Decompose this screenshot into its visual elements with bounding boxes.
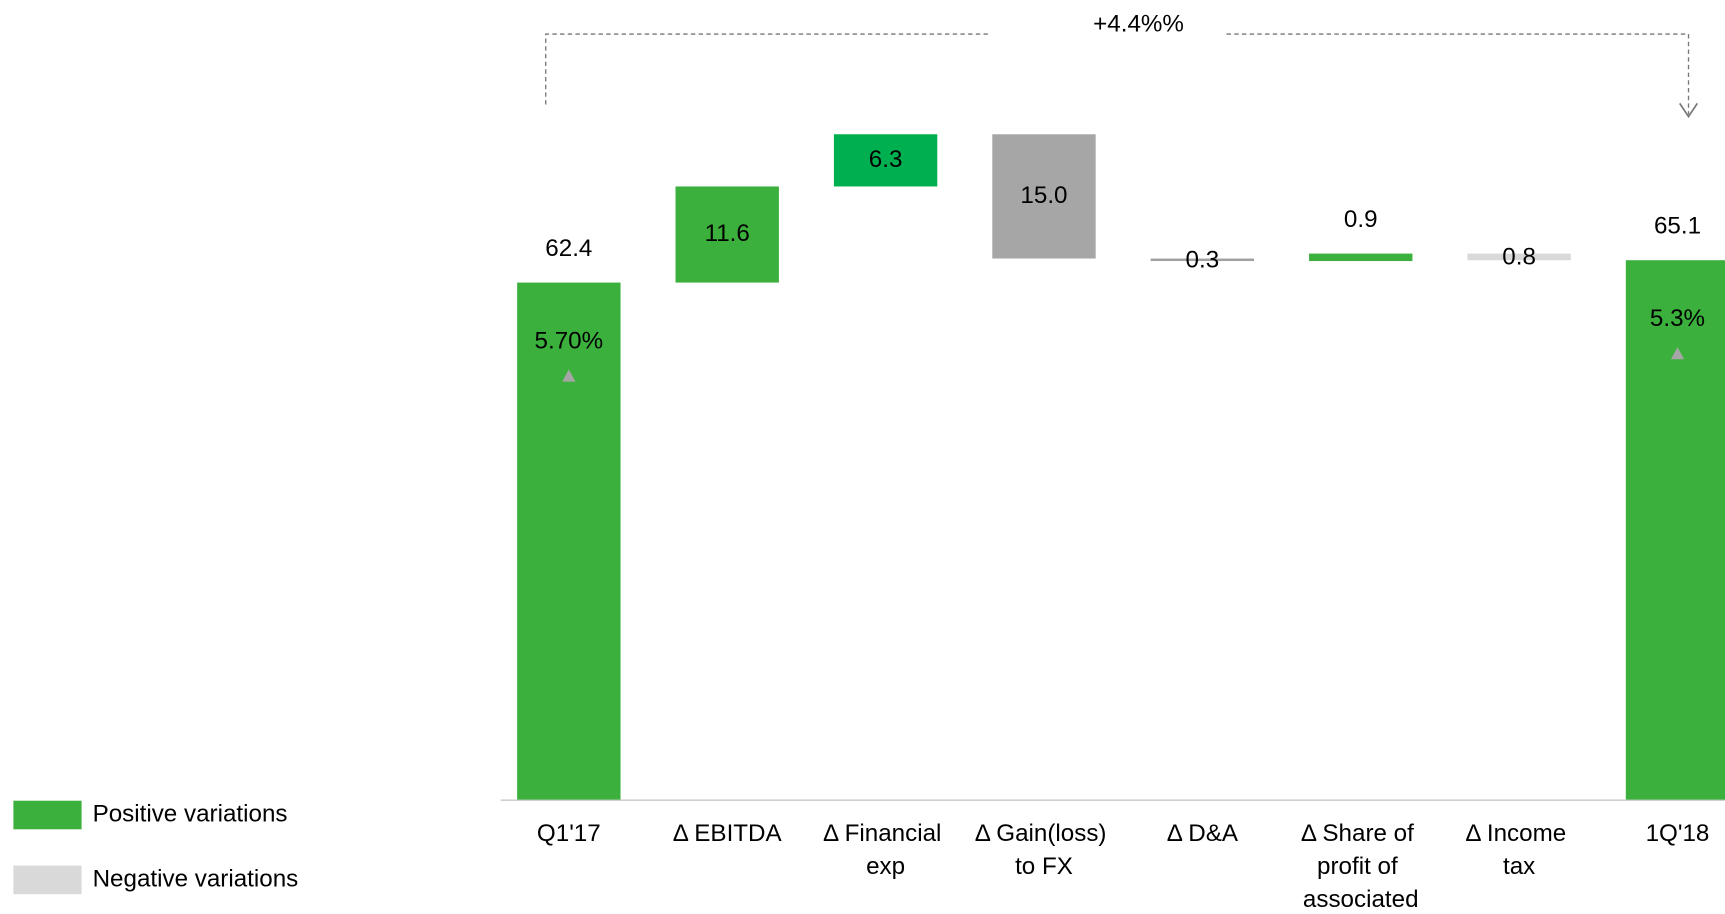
legend-label: Positive variations <box>93 800 288 827</box>
bar <box>675 186 779 283</box>
x-tick-label: Δ Gain(loss) to FX <box>975 820 1113 880</box>
value-label: 0.3 <box>1186 246 1220 273</box>
value-label: 0.8 <box>1502 243 1536 270</box>
value-label: 15.0 <box>1020 182 1067 209</box>
legend-swatch <box>13 865 82 895</box>
x-tick-label: Δ D&A <box>1167 820 1239 847</box>
bar <box>1150 258 1255 262</box>
x-tick-label: Q1'17 <box>537 820 601 847</box>
change-arrow <box>1679 102 1698 119</box>
bar <box>992 134 1096 259</box>
bar <box>517 282 621 800</box>
value-label: 6.3 <box>869 146 903 173</box>
value-label: 65.1 <box>1654 213 1701 240</box>
annotation-triangle <box>1670 347 1685 360</box>
annotation: 5.3% <box>1650 305 1705 332</box>
change-bracket-left <box>545 33 991 105</box>
bar <box>1309 253 1413 262</box>
annotation-triangle <box>562 369 576 382</box>
annotation: 5.70% <box>535 327 604 354</box>
legend-label: Negative variations <box>93 865 299 892</box>
x-tick-label: 1Q'18 <box>1646 820 1710 847</box>
value-label: 11.6 <box>705 220 750 247</box>
bar <box>833 134 938 187</box>
x-tick-label: Δ Financial exp <box>823 820 948 880</box>
bar <box>1625 260 1725 800</box>
x-tick-label: Δ Income tax <box>1465 820 1573 880</box>
change-bracket-right <box>1226 33 1690 115</box>
legend-swatch <box>13 800 82 830</box>
x-tick-label: Δ Share of profit of associated <box>1301 820 1421 913</box>
x-tick-label: Δ EBITDA <box>673 820 783 847</box>
change-label: +4.4%% <box>1093 11 1184 38</box>
value-label: 62.4 <box>545 235 592 262</box>
bar <box>1467 253 1571 261</box>
value-label: 0.9 <box>1344 206 1378 233</box>
